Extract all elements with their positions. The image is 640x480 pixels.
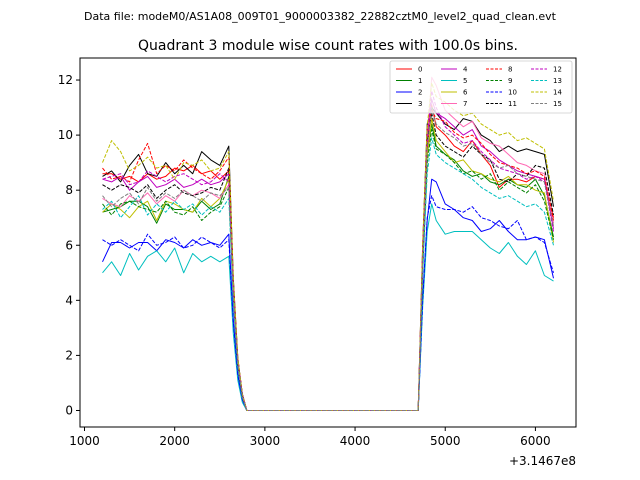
x-tick-label: 2000	[159, 434, 190, 448]
series-line-8	[102, 109, 554, 411]
legend-label-1: 1	[418, 77, 422, 85]
legend-label-7: 7	[463, 100, 467, 108]
x-axis: 1000 2000 3000 4000 5000 6000	[69, 427, 551, 448]
y-tick-label: 10	[58, 128, 73, 142]
y-tick-label: 2	[65, 348, 73, 362]
plot-lines	[102, 76, 554, 411]
legend-label-3: 3	[418, 100, 422, 108]
legend-label-15: 15	[553, 100, 562, 108]
x-tick-label: 3000	[250, 434, 281, 448]
y-tick-label: 6	[65, 238, 73, 252]
series-line-10	[102, 195, 554, 411]
series-line-3	[102, 107, 554, 411]
y-tick-label: 12	[58, 73, 73, 87]
y-tick-label: 4	[65, 293, 73, 307]
legend-label-12: 12	[553, 66, 562, 74]
y-tick-label: 0	[65, 403, 73, 417]
legend-label-14: 14	[553, 89, 562, 97]
legend-box	[389, 60, 573, 114]
axes-frame	[79, 57, 577, 428]
legend-label-9: 9	[508, 77, 512, 85]
legend-label-5: 5	[463, 77, 467, 85]
series-line-1	[102, 123, 554, 411]
y-tick-label: 8	[65, 183, 73, 197]
legend-label-2: 2	[418, 89, 422, 97]
x-offset-label: +3.1467e8	[509, 454, 576, 468]
series-line-12	[102, 90, 554, 411]
y-axis: 0 2 4 6 8 10 12	[58, 73, 80, 417]
x-tick-label: 5000	[430, 434, 461, 448]
datafile-caption: Data file: modeM0/AS1A08_009T01_90000033…	[84, 10, 557, 23]
x-tick-label: 4000	[340, 434, 371, 448]
legend-label-4: 4	[463, 66, 468, 74]
series-line-5	[102, 203, 554, 411]
series-line-0	[102, 104, 554, 411]
x-tick-label: 1000	[69, 434, 100, 448]
legend-label-8: 8	[508, 66, 512, 74]
legend-label-11: 11	[508, 100, 517, 108]
legend-label-13: 13	[553, 77, 562, 85]
legend-label-0: 0	[418, 66, 422, 74]
series-line-11	[102, 112, 554, 411]
series-line-2	[102, 178, 554, 411]
x-tick-label: 6000	[520, 434, 551, 448]
legend-label-6: 6	[463, 89, 468, 97]
legend-label-10: 10	[508, 89, 517, 97]
series-line-13	[102, 137, 554, 411]
series-line-6	[102, 118, 554, 411]
series-line-14	[102, 82, 554, 411]
chart-title: Quadrant 3 module wise count rates with …	[138, 38, 518, 54]
series-line-15	[102, 107, 554, 411]
